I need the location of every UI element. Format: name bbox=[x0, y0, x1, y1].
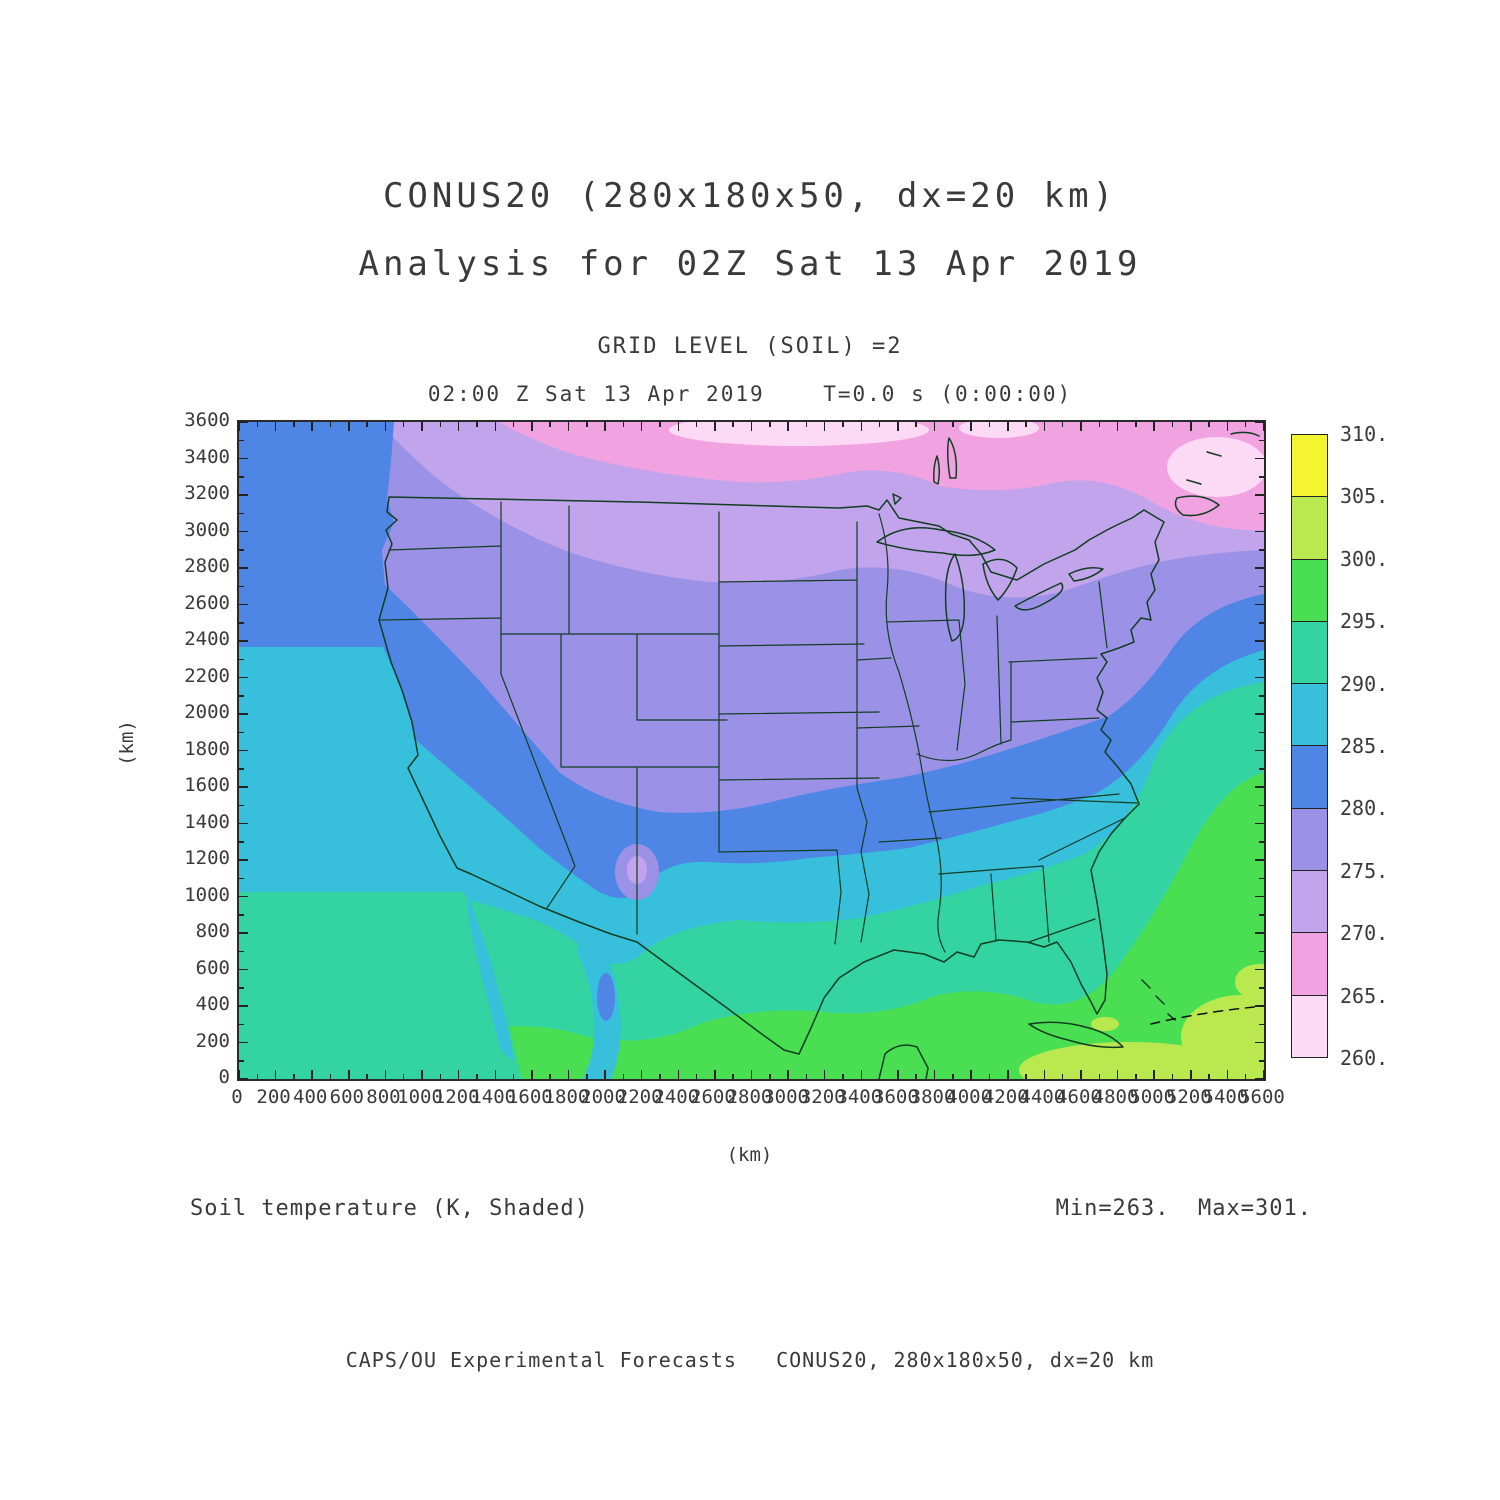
minmax-caption: Min=263. Max=301. bbox=[1055, 1196, 1312, 1221]
colorbar-cell bbox=[1292, 621, 1327, 685]
valid-time-label: 02:00 Z Sat 13 Apr 2019 T=0.0 s (0:00:00… bbox=[427, 382, 1073, 406]
y-tick-label: 1800 bbox=[184, 737, 230, 760]
x-tick-label: 4200 bbox=[982, 1086, 1029, 1108]
x-tick-label: 1200 bbox=[433, 1086, 480, 1108]
x-tick-label: 600 bbox=[329, 1086, 364, 1108]
x-tick-label: 3800 bbox=[909, 1086, 956, 1108]
x-tick-label: 3600 bbox=[873, 1086, 919, 1108]
x-tick-label: 3400 bbox=[836, 1086, 883, 1108]
x-tick-label: 2400 bbox=[653, 1086, 700, 1108]
y-tick-label: 800 bbox=[195, 920, 230, 942]
x-tick-label: 0 bbox=[231, 1086, 243, 1108]
colorbar-tick-label: 260. bbox=[1340, 1046, 1389, 1070]
x-tick-label: 4800 bbox=[1092, 1086, 1139, 1108]
x-tick-label: 1400 bbox=[470, 1086, 517, 1108]
x-tick-label: 4000 bbox=[946, 1086, 993, 1108]
x-tick-label: 2800 bbox=[726, 1086, 773, 1108]
map-outlines bbox=[378, 431, 1264, 1079]
colorbar-tick-label: 275. bbox=[1340, 858, 1389, 883]
x-tick-label: 2000 bbox=[580, 1086, 626, 1108]
soil-temperature-map bbox=[239, 422, 1264, 1079]
y-axis-title: (km) bbox=[115, 720, 138, 766]
colorbar-cell bbox=[1292, 435, 1327, 498]
x-tick-label: 3000 bbox=[763, 1086, 809, 1108]
plot-title-line2: Analysis for 02Z Sat 13 Apr 2019 bbox=[358, 244, 1142, 284]
colorbar-cell bbox=[1292, 933, 1327, 996]
y-tick-label: 1200 bbox=[184, 847, 230, 869]
colorbar-tick-label: 265. bbox=[1340, 983, 1389, 1008]
colorbar-cell bbox=[1292, 684, 1327, 747]
y-tick-label: 400 bbox=[195, 993, 230, 1015]
y-tick-label: 1400 bbox=[184, 810, 230, 833]
colorbar-tick-label: 290. bbox=[1340, 671, 1389, 696]
x-tick-label: 5600 bbox=[1239, 1086, 1285, 1108]
colorbar-tick-label: 270. bbox=[1340, 921, 1389, 946]
x-tick-label: 1800 bbox=[543, 1086, 590, 1108]
colorbar-cell bbox=[1292, 871, 1327, 934]
y-tick-label: 2000 bbox=[184, 701, 230, 723]
y-axis-labels: 0 200 400 600 800 1000 1200 1400 1600 1800 2000 220… bbox=[140, 409, 230, 1088]
x-tick-label: 1600 bbox=[506, 1086, 553, 1108]
grid-level-label: GRID LEVEL (SOIL) =2 bbox=[597, 334, 903, 359]
y-tick-label: 0 bbox=[218, 1066, 230, 1088]
footer-credit: CAPS/OU Experimental Forecasts CONUS20, … bbox=[345, 1348, 1155, 1372]
x-tick-label: 2200 bbox=[616, 1086, 663, 1108]
y-tick-label: 3600 bbox=[184, 409, 230, 431]
y-tick-label: 1600 bbox=[184, 774, 230, 796]
colorbar-tick-label: 295. bbox=[1340, 609, 1389, 634]
colorbar-cell bbox=[1292, 808, 1327, 872]
x-tick-label: 5200 bbox=[1165, 1086, 1212, 1108]
colorbar-tick-label: 310. bbox=[1340, 422, 1389, 446]
x-tick-label: 1000 bbox=[397, 1086, 443, 1108]
x-tick-label: 800 bbox=[366, 1086, 401, 1108]
y-tick-label: 3000 bbox=[184, 518, 230, 541]
colorbar-cell bbox=[1292, 746, 1327, 809]
map-plot bbox=[237, 420, 1266, 1081]
plot-title-line1: CONUS20 (280x180x50, dx=20 km) bbox=[382, 176, 1118, 216]
colorbar-cells bbox=[1291, 434, 1328, 1058]
y-tick-label: 3200 bbox=[184, 482, 230, 504]
field-caption: Soil temperature (K, Shaded) bbox=[190, 1196, 589, 1221]
y-tick-label: 600 bbox=[195, 956, 230, 979]
x-tick-label: 400 bbox=[293, 1086, 328, 1108]
x-tick-label: 4400 bbox=[1019, 1086, 1066, 1108]
x-axis-title: (km) bbox=[726, 1144, 773, 1166]
y-tick-label: 1000 bbox=[184, 883, 230, 906]
colorbar-cell bbox=[1292, 995, 1327, 1057]
colorbar-tick-label: 300. bbox=[1340, 546, 1389, 571]
y-tick-label: 3400 bbox=[184, 445, 230, 468]
y-tick-label: 2600 bbox=[184, 591, 230, 614]
y-tick-label: 2200 bbox=[184, 664, 230, 687]
y-tick-label: 2400 bbox=[184, 628, 230, 650]
x-tick-label: 3200 bbox=[799, 1086, 846, 1108]
colorbar-tick-label: 285. bbox=[1340, 734, 1389, 758]
x-axis-labels: 0 200 400 600 800 1000 1200 1400 1600 1800 2000 220… bbox=[231, 1086, 1285, 1112]
colorbar-labels: 310. 305. 300. 295. 290. 285. 280. 275. 270. 265.… bbox=[1340, 422, 1430, 1070]
x-tick-label: 4600 bbox=[1056, 1086, 1102, 1108]
colorbar-tick-label: 305. bbox=[1340, 484, 1389, 509]
y-tick-label: 2800 bbox=[184, 555, 230, 577]
colorbar-tick-label: 280. bbox=[1340, 796, 1389, 821]
colorbar-cell bbox=[1292, 497, 1327, 560]
colorbar-cell bbox=[1292, 559, 1327, 622]
x-tick-label: 200 bbox=[256, 1086, 291, 1108]
x-tick-label: 5000 bbox=[1129, 1086, 1176, 1108]
y-tick-label: 200 bbox=[195, 1029, 230, 1052]
x-tick-label: 2600 bbox=[690, 1086, 736, 1108]
x-tick-label: 5400 bbox=[1202, 1086, 1249, 1108]
